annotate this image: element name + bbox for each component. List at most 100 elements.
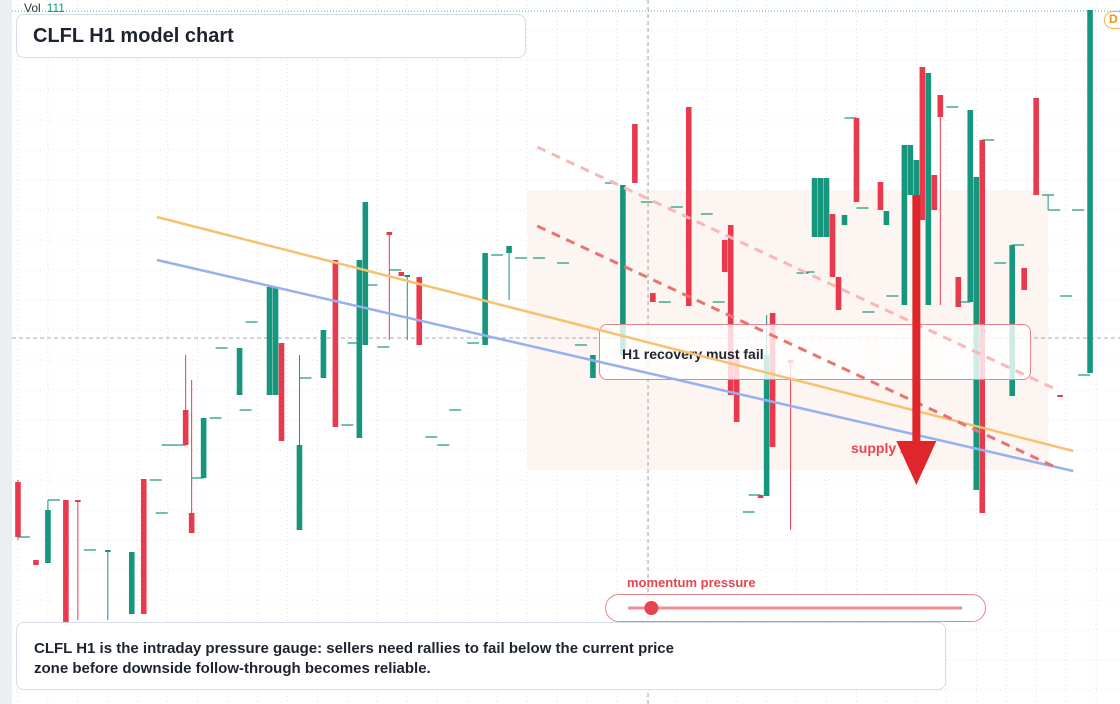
candle-body: [245, 321, 258, 323]
candle-body: [658, 301, 671, 303]
candle-body: [449, 409, 462, 411]
candle-body: [332, 260, 339, 427]
candle-body: [670, 206, 683, 208]
candle-body: [33, 560, 39, 565]
candle-body: [901, 145, 908, 305]
candle-body: [823, 178, 830, 237]
candle-body: [1057, 395, 1063, 397]
candle-body: [200, 418, 207, 478]
candle-body: [341, 424, 354, 426]
volume-label: Vol: [24, 1, 41, 15]
candle-body: [15, 482, 21, 537]
candle-body: [1021, 268, 1027, 290]
candle-body: [75, 500, 81, 502]
candle-body: [919, 67, 926, 220]
candle-body: [47, 499, 60, 501]
candle-body: [856, 207, 869, 209]
candle-body: [425, 436, 438, 438]
candle-body: [299, 377, 312, 379]
candle-body: [982, 139, 995, 141]
caption-box: CLFL H1 is the intraday pressure gauge: …: [16, 622, 946, 690]
candle-body: [1087, 10, 1093, 373]
candle-body: [63, 500, 69, 625]
candle-body: [907, 145, 914, 195]
candle-body: [748, 494, 761, 496]
candle-body: [215, 347, 228, 349]
candle-body: [685, 107, 692, 306]
candle-body: [188, 513, 195, 533]
side-bar: [0, 0, 12, 704]
candle-body: [506, 246, 512, 253]
candle-body: [862, 311, 875, 313]
candle-body: [1042, 194, 1055, 196]
candle-body: [802, 271, 815, 273]
momentum-label: momentum pressure: [627, 575, 756, 590]
candle-body: [386, 232, 393, 235]
candle-body: [640, 201, 653, 203]
candle-body: [913, 160, 920, 305]
chart-title: CLFL H1 model chart: [33, 25, 234, 47]
candle-body: [925, 73, 932, 305]
volume-value: 111: [46, 1, 65, 15]
candle-body: [149, 479, 162, 481]
candle-body: [467, 342, 480, 344]
candle-body: [83, 549, 96, 551]
annotation: H1 recovery must fail: [622, 346, 764, 362]
candle-body: [356, 260, 363, 438]
candle-body: [404, 275, 411, 277]
candle-body: [105, 550, 111, 552]
candle-body: [239, 409, 252, 411]
candle-body: [365, 284, 378, 286]
candle-body: [140, 479, 147, 614]
candle-body: [811, 178, 818, 237]
candle-body: [491, 254, 504, 256]
candle-body: [515, 257, 528, 259]
candle-body: [482, 253, 488, 345]
candle-body: [17, 536, 30, 538]
candle-body: [556, 262, 569, 264]
candle-body: [161, 444, 174, 446]
candle-body: [389, 269, 402, 271]
candle-body: [841, 215, 848, 225]
candle-body: [946, 106, 959, 108]
candle-body: [829, 214, 836, 277]
zone-label: supply zone: [851, 440, 932, 456]
candle-body: [886, 295, 899, 297]
candle-body: [1078, 374, 1091, 376]
candle-body: [45, 510, 51, 563]
candle-body: [272, 287, 279, 395]
caption: CLFL H1 is the intraday pressure gauge: …: [34, 640, 674, 677]
candle-body: [377, 346, 390, 348]
candle-body: [437, 444, 450, 446]
candle-body: [590, 355, 596, 378]
candle-body: [877, 182, 884, 210]
candle-body: [398, 272, 405, 276]
candle-body: [266, 287, 273, 395]
candle-body: [742, 511, 755, 513]
volume-legend: Vol 111: [24, 1, 65, 15]
candle-body: [362, 202, 369, 345]
candle-body: [416, 277, 423, 345]
candle-body: [844, 117, 857, 119]
candle-body: [632, 124, 638, 183]
candle-body: [604, 182, 617, 184]
candle-body: [931, 175, 938, 210]
candle-body: [700, 213, 713, 215]
candle-body: [967, 110, 974, 302]
candle-body: [128, 552, 135, 614]
candle-body: [817, 178, 824, 237]
candle-body: [994, 262, 1007, 264]
badge[interactable]: D: [1104, 11, 1120, 29]
candle-body: [835, 277, 842, 310]
candle-body: [191, 477, 204, 479]
candle-body: [1048, 209, 1061, 211]
candle-body: [1012, 244, 1025, 246]
candle-body: [209, 417, 222, 419]
candle-body: [533, 257, 546, 259]
candle-body: [853, 118, 860, 202]
momentum-slider[interactable]: [605, 594, 986, 622]
candle-body: [1060, 295, 1073, 297]
candle-body: [320, 330, 327, 378]
candle-body: [155, 512, 168, 514]
